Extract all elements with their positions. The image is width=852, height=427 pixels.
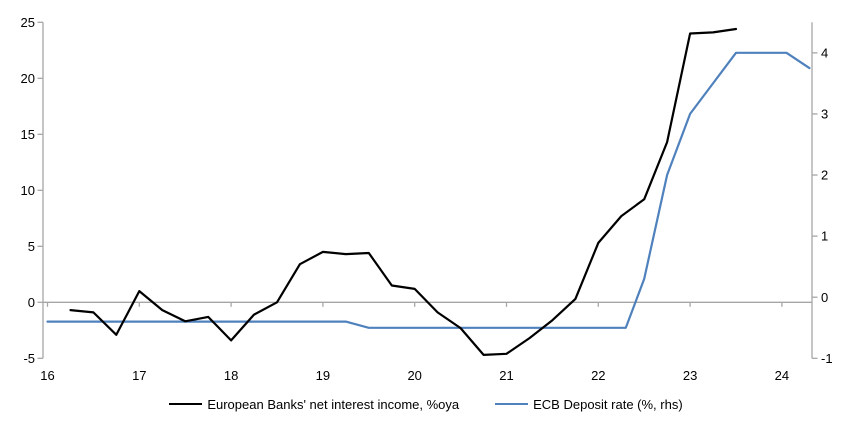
series-line-european-banks-nii	[69, 27, 738, 356]
x-axis-tick-label: 23	[683, 368, 697, 383]
legend: European Banks' net interest income, %oy…	[0, 393, 852, 415]
x-axis-tick-label: 19	[316, 368, 330, 383]
y-axis-right-tick-label: 2	[821, 168, 828, 183]
x-axis-tick-label: 21	[499, 368, 513, 383]
series-line-ecb-deposit-rate	[46, 51, 811, 329]
y-axis-right-tick-label: -1	[821, 351, 833, 366]
y-axis-left-tick-label: 15	[21, 127, 35, 142]
y-axis-right-tick-label: 1	[821, 229, 828, 244]
x-axis-tick-label: 24	[775, 368, 789, 383]
legend-item-nii: European Banks' net interest income, %oy…	[169, 397, 459, 412]
y-axis-right-tick-label: 0	[821, 290, 828, 305]
y-axis-left-tick-label: 10	[21, 183, 35, 198]
x-axis-tick-label: 17	[132, 368, 146, 383]
legend-item-ecb-rate: ECB Deposit rate (%, rhs)	[495, 397, 683, 412]
y-axis-left-tick-label: 25	[21, 15, 35, 30]
y-axis-right-tick-label: 3	[821, 107, 828, 122]
ecb-rate-line-swatch	[495, 403, 529, 405]
legend-label-nii: European Banks' net interest income, %oy…	[207, 396, 460, 412]
x-axis-tick-label: 16	[40, 368, 54, 383]
x-axis-tick-label: 20	[407, 368, 421, 383]
x-axis-tick-label: 18	[224, 368, 238, 383]
axes-group	[37, 21, 818, 359]
x-axis-tick-label: 22	[591, 368, 605, 383]
y-axis-right-tick-label: 4	[821, 45, 828, 60]
series-group	[46, 27, 811, 356]
nii-line-swatch	[169, 403, 203, 405]
y-axis-left-tick-label: 5	[28, 239, 35, 254]
y-axis-left-tick-label: -5	[23, 351, 35, 366]
legend-label-ecb-rate: ECB Deposit rate (%, rhs)	[533, 396, 683, 412]
y-axis-left-tick-label: 0	[28, 295, 35, 310]
y-axis-left-tick-label: 20	[21, 71, 35, 86]
